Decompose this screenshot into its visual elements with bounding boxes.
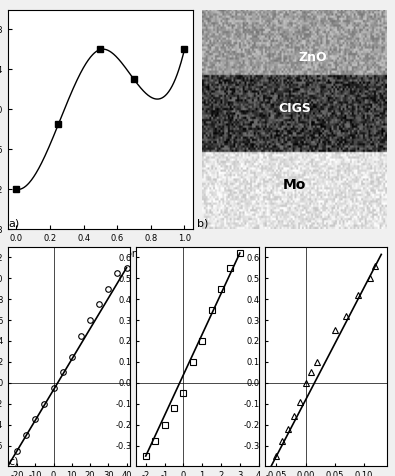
Text: ZnO: ZnO <box>299 51 327 64</box>
X-axis label: Ge composition: Ge composition <box>62 248 139 258</box>
Text: b): b) <box>198 218 209 228</box>
Text: CIGS: CIGS <box>278 102 311 115</box>
Text: Mo: Mo <box>283 178 306 192</box>
Text: a): a) <box>8 218 19 228</box>
Text: c): c) <box>8 456 19 466</box>
